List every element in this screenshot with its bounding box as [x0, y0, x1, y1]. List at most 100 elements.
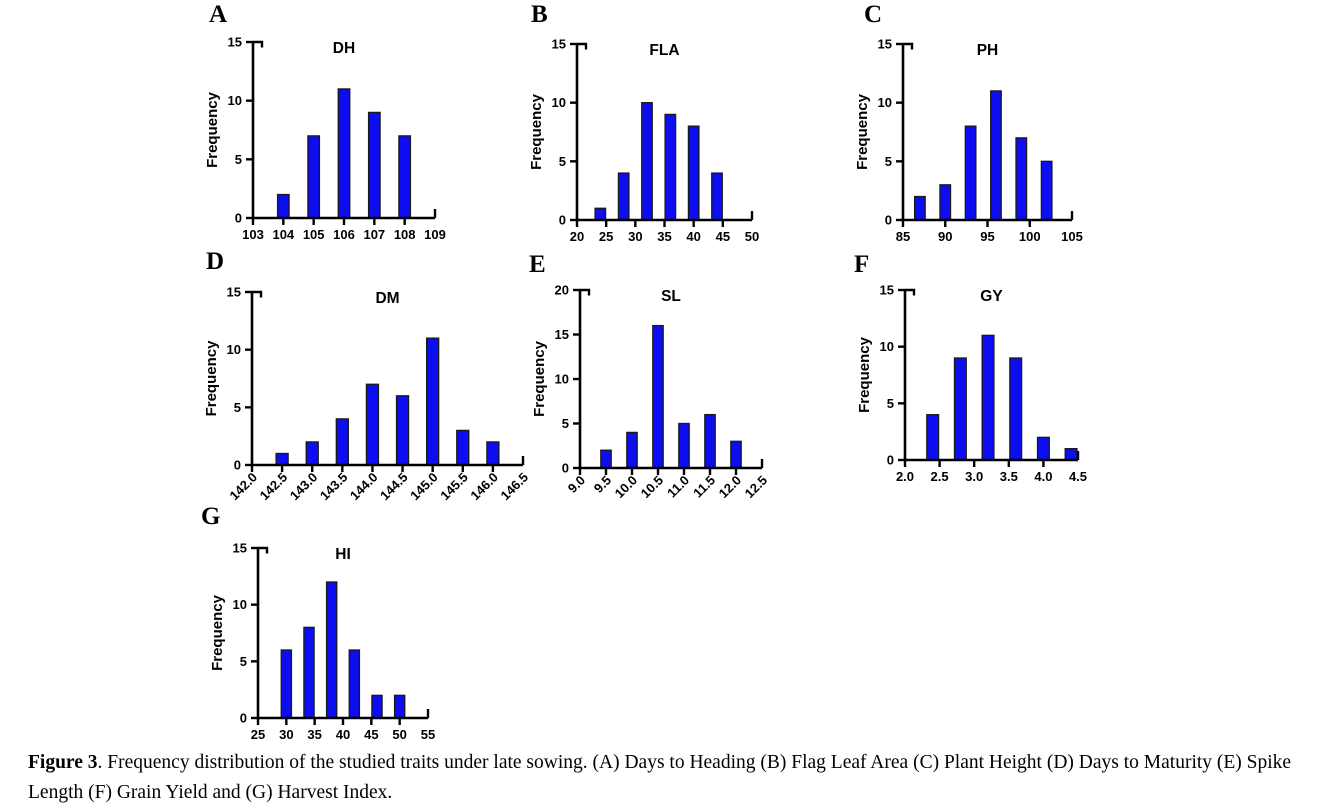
- y-axis-end-cap: [905, 288, 916, 296]
- x-tick-label: 25: [251, 727, 265, 742]
- frequency-bar: [303, 626, 315, 719]
- frequency-bar: [305, 441, 319, 466]
- x-tick-label: 30: [628, 229, 642, 244]
- y-axis-end-cap: [258, 546, 269, 554]
- panel-letter-C: C: [864, 1, 883, 28]
- y-tick-label: 5: [240, 654, 247, 669]
- x-tick-label: 3.0: [965, 469, 983, 484]
- frequency-bar: [939, 184, 952, 221]
- figure-caption: Figure 3. Frequency distribution of the …: [28, 748, 1296, 808]
- frequency-bar: [371, 694, 383, 719]
- y-axis-end-cap: [252, 290, 263, 298]
- frequency-bar: [395, 395, 410, 466]
- axes: [250, 292, 523, 467]
- y-axis-end-cap: [253, 40, 264, 48]
- x-tick-label: 4.5: [1069, 469, 1087, 484]
- frequency-bar: [1009, 357, 1023, 461]
- x-tick-label: 55: [421, 727, 435, 742]
- frequency-bar: [275, 452, 289, 466]
- x-tick-label: 40: [336, 727, 350, 742]
- x-tick-label: 35: [307, 727, 321, 742]
- y-tick-label: 0: [887, 453, 894, 468]
- x-tick-label: 45: [716, 229, 730, 244]
- x-tick-label: 146.0: [467, 470, 501, 504]
- frequency-bar: [1036, 436, 1050, 461]
- x-tick-label: 144.5: [377, 470, 411, 504]
- frequency-bar: [280, 649, 293, 719]
- frequency-bar: [687, 125, 700, 221]
- x-tick-label: 4.0: [1034, 469, 1052, 484]
- x-tick-label: 11.5: [690, 473, 718, 501]
- chart-panel-G: 0 5 10 15 25 30 35 40 45 50 55 HI Frequency: [209, 541, 435, 743]
- x-tick-label: 144.0: [347, 470, 381, 504]
- x-tick-label: 107: [363, 227, 385, 242]
- y-tick-label: 10: [233, 597, 247, 612]
- chart-panel-F: 0 5 10 15 2.0 2.5 3.0 3.5 4.0 4.5 GY Frequency: [856, 283, 1087, 485]
- y-tick-label: 10: [880, 339, 894, 354]
- y-tick-label: 0: [885, 213, 892, 228]
- x-tick-label: 12.0: [716, 473, 745, 502]
- y-tick-label: 15: [233, 541, 247, 556]
- frequency-bar: [730, 440, 742, 469]
- x-tick-label: 104: [272, 227, 294, 242]
- frequency-bar: [425, 337, 440, 466]
- y-tick-label: 10: [555, 372, 569, 387]
- y-tick-label: 10: [227, 342, 241, 357]
- panel-letter-B: B: [531, 1, 548, 28]
- x-tick-label: 30: [279, 727, 293, 742]
- x-tick-label: 143.0: [287, 470, 321, 504]
- chart-title: DH: [333, 40, 355, 57]
- frequency-bar: [365, 383, 380, 466]
- x-tick-label: 50: [392, 727, 406, 742]
- frequency-bar: [276, 193, 290, 219]
- x-tick-label: 143.5: [317, 470, 351, 504]
- frequency-bar: [1015, 137, 1028, 221]
- frequency-bar: [641, 102, 653, 221]
- x-tick-label: 20: [570, 229, 584, 244]
- chart-panel-B: 0 5 10 15 20 25 30 35 40 45 50 FLA Frequency: [528, 37, 759, 245]
- frequency-bar: [1064, 448, 1078, 461]
- y-axis-label: Frequency: [203, 340, 220, 417]
- frequency-bar: [325, 581, 338, 719]
- frequency-bar: [348, 649, 361, 719]
- x-tick-label: 109: [424, 227, 446, 242]
- frequency-bar: [393, 694, 406, 719]
- x-tick-label: 106: [333, 227, 355, 242]
- x-tick-label: 90: [938, 229, 952, 244]
- frequency-bar: [617, 172, 630, 221]
- x-tick-label: 40: [686, 229, 700, 244]
- frequency-bar: [337, 88, 351, 219]
- x-tick-label: 145.0: [407, 470, 441, 504]
- x-tick-label: 105: [303, 227, 325, 242]
- frequency-bar: [626, 431, 638, 469]
- x-tick-label: 105: [1061, 229, 1083, 244]
- chart-panel-A: 0 5 10 15 103 104 105 106 107 108 109 DH Frequency: [204, 35, 446, 243]
- x-tick-label: 2.5: [931, 469, 949, 484]
- y-tick-label: 10: [552, 95, 566, 110]
- x-tick-label: 45: [364, 727, 378, 742]
- frequency-bar: [486, 441, 500, 466]
- y-tick-label: 15: [228, 35, 242, 50]
- x-tick-label: 10.5: [638, 473, 667, 502]
- panel-letter-D: D: [206, 248, 225, 275]
- y-tick-label: 5: [559, 154, 566, 169]
- x-tick-label: 100: [1019, 229, 1041, 244]
- x-tick-label: 10.0: [612, 473, 641, 502]
- y-tick-label: 5: [887, 396, 894, 411]
- chart-title: FLA: [649, 42, 679, 59]
- frequency-bar: [594, 207, 607, 221]
- y-tick-label: 15: [555, 327, 569, 342]
- y-axis-end-cap: [580, 288, 591, 296]
- y-tick-label: 0: [562, 461, 569, 476]
- x-tick-label: 3.5: [1000, 469, 1018, 484]
- frequency-bar: [711, 172, 723, 221]
- y-tick-label: 15: [880, 283, 894, 298]
- frequency-bar: [335, 418, 349, 466]
- y-tick-label: 15: [227, 285, 241, 300]
- frequency-bar: [926, 414, 940, 461]
- y-tick-label: 0: [240, 711, 247, 726]
- y-axis-end-cap: [903, 42, 914, 50]
- y-tick-label: 0: [559, 213, 566, 228]
- x-tick-label: 12.5: [742, 473, 771, 502]
